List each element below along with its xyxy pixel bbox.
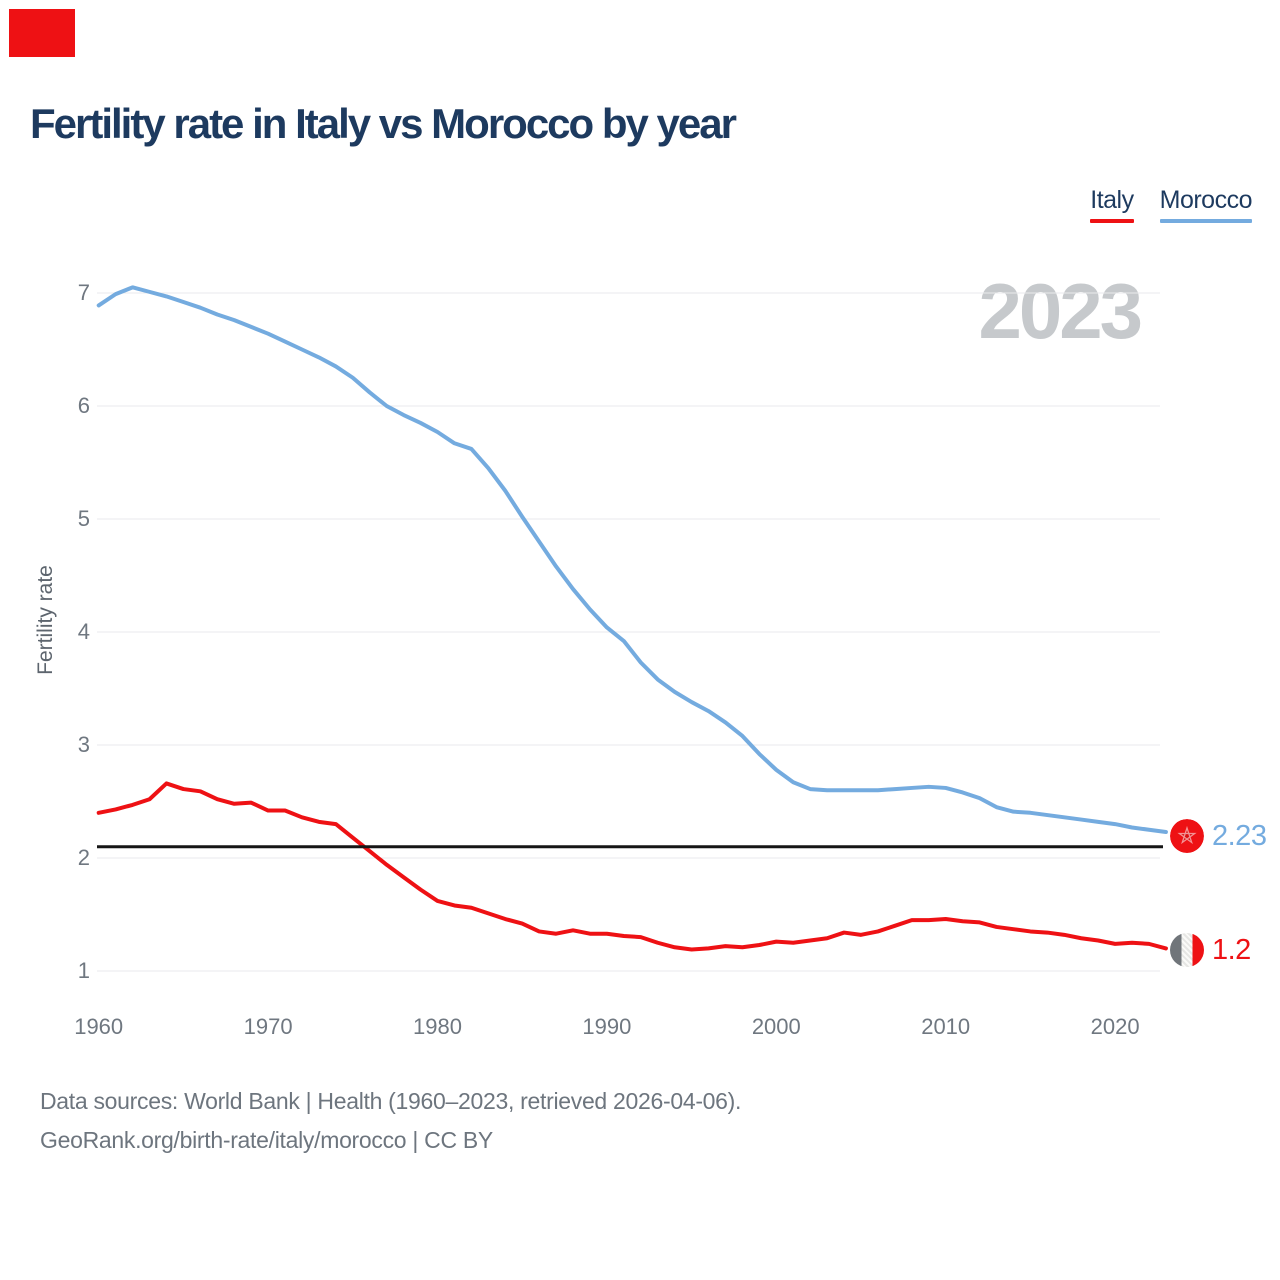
x-tick-label: 1980 [413,1014,462,1039]
x-tick-label: 2020 [1090,1014,1140,1039]
y-tick-label: 6 [77,393,90,418]
footer: Data sources: World Bank | Health (1960–… [40,1082,741,1160]
footer-sources: Data sources: World Bank | Health (1960–… [40,1088,742,1114]
y-tick-label: 3 [77,732,90,757]
y-tick-label: 4 [77,619,90,644]
series-line-morocco [96,285,1168,835]
watermark-year: 2023 [978,267,1143,355]
x-tick-label: 2010 [921,1014,971,1039]
legend-underline-morocco [1159,219,1252,223]
x-tick-label: 1970 [243,1014,293,1039]
end-label-italy: 1.2 [1170,933,1251,967]
italy-end-value: 1.2 [1212,933,1251,966]
page-title: Fertility rate in Italy vs Morocco by ye… [30,100,737,147]
x-tick-label: 1960 [74,1014,124,1039]
morocco-flag-icon [1170,819,1204,853]
legend: Italy Morocco [1090,186,1253,223]
x-tick-label: 1990 [582,1014,632,1039]
y-tick-label: 7 [77,280,90,305]
y-tick-label: 1 [77,958,90,983]
y-tick-label: 2 [77,845,90,870]
x-tick-label: 2000 [751,1014,801,1039]
brand-mark [9,9,75,57]
legend-item-italy[interactable]: Italy [1090,186,1134,223]
legend-label-italy: Italy [1090,186,1134,214]
series-line-italy [96,781,1168,952]
legend-item-morocco[interactable]: Morocco [1159,186,1253,223]
footer-attribution: GeoRank.org/birth-rate/italy/morocco | C… [40,1127,493,1153]
legend-underline-italy [1090,219,1134,223]
morocco-end-value: 2.23 [1212,819,1267,852]
italy-flag-icon [1170,933,1204,967]
legend-label-morocco: Morocco [1159,186,1253,214]
end-label-morocco: 2.23 [1170,819,1267,853]
y-tick-label: 5 [77,506,90,531]
